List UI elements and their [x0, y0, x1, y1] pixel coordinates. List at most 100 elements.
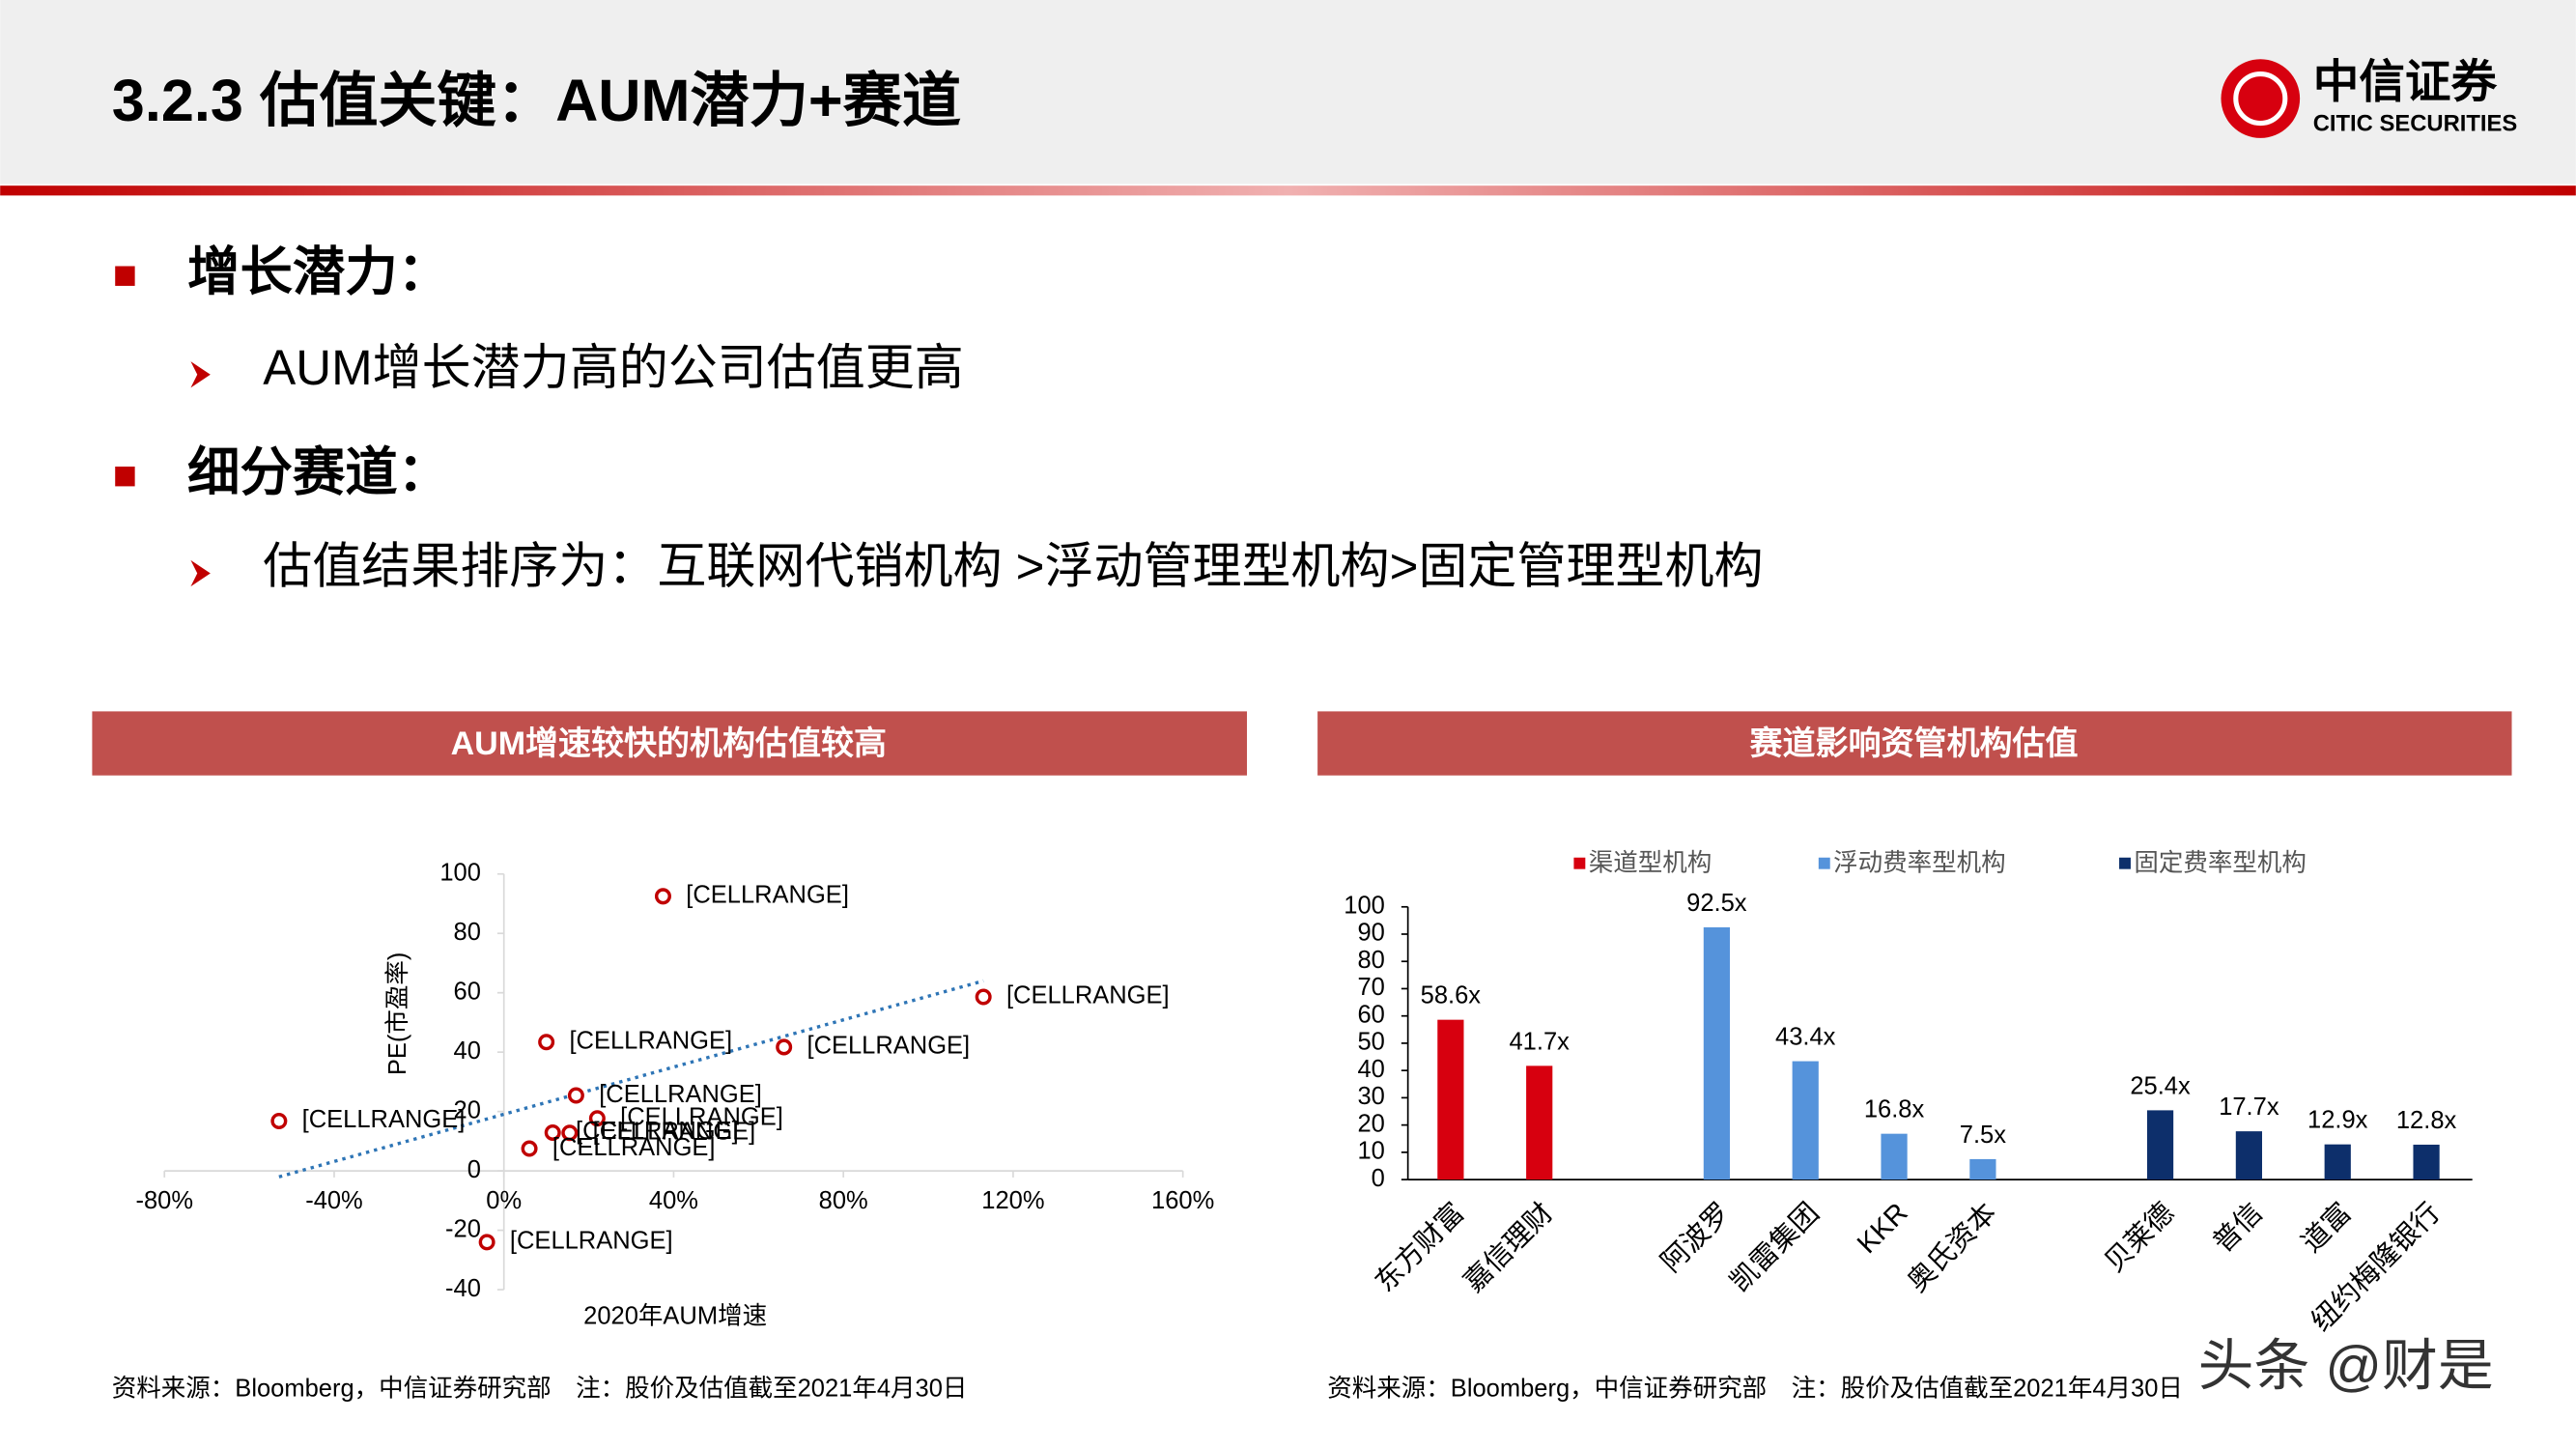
point-label: [CELLRANGE]	[552, 1134, 716, 1161]
x-tick-label: 奥氏资本	[1902, 1197, 2002, 1297]
logo-mark	[2233, 71, 2288, 127]
bullet-text: 增长潜力：	[187, 242, 450, 301]
watermark: 头条 @财是	[2198, 1336, 2494, 1398]
bullet-text: 细分赛道：	[187, 443, 450, 502]
footer-source: 资料来源：Bloomberg，中信证券研究部 注：股价及估值截至2021年4月3…	[1327, 1376, 2183, 1403]
value-label: 92.5x	[1686, 890, 1747, 917]
logo-mark	[2221, 59, 2301, 138]
point-label: [CELLRANGE]	[686, 882, 849, 909]
point	[561, 1124, 579, 1142]
value-label: 25.4x	[2130, 1072, 2191, 1099]
value-label: 41.7x	[1510, 1028, 1571, 1055]
point	[270, 1112, 288, 1129]
chart-title: 赛道影响资管机构估值	[1749, 724, 2078, 762]
x-tick-label: 0%	[486, 1187, 522, 1214]
bar	[2324, 1144, 2351, 1180]
y-tick-label: 20	[1357, 1110, 1384, 1137]
point-label: [CELLRANGE]	[576, 1118, 739, 1145]
y-tick-label: 100	[439, 859, 481, 886]
bar	[1792, 1061, 1819, 1180]
chart-banner	[92, 711, 1247, 776]
value-label: 16.8x	[1864, 1096, 1925, 1123]
point	[538, 1034, 555, 1051]
x-tick-label: 东方财富	[1370, 1197, 1470, 1297]
bullet	[115, 466, 135, 487]
bar	[2146, 1110, 2174, 1180]
y-tick-label: 50	[1357, 1029, 1384, 1056]
sub-text: AUM增长潜力高的公司估值更高	[263, 340, 964, 395]
legend-label: 浮动费率型机构	[1833, 849, 2006, 876]
arrow	[190, 361, 211, 388]
header-rule	[0, 185, 2576, 196]
y-tick-label: 0	[1372, 1165, 1385, 1192]
bar	[1881, 1133, 1908, 1180]
point	[975, 988, 992, 1006]
value-label: 12.8x	[2396, 1107, 2457, 1134]
chart-title: AUM增速较快的机构估值较高	[451, 725, 887, 762]
header-bg	[0, 0, 2576, 185]
x-tick-label: 嘉信理财	[1458, 1197, 1559, 1297]
bar	[1526, 1065, 1553, 1180]
chart-banner	[1317, 711, 2512, 776]
x-tick-label: 普信	[2207, 1197, 2269, 1259]
point-label: [CELLRANGE]	[599, 1081, 762, 1108]
legend-swatch	[1818, 857, 1830, 869]
y-tick-label: 0	[467, 1156, 481, 1183]
point	[776, 1038, 793, 1056]
point	[478, 1234, 495, 1251]
point	[544, 1123, 561, 1141]
x-tick-label: KKR	[1852, 1197, 1914, 1260]
x-tick-label: 160%	[1151, 1187, 1214, 1214]
y-tick-label: 30	[1357, 1083, 1384, 1110]
point	[654, 888, 671, 905]
point-label: [CELLRANGE]	[807, 1033, 970, 1060]
bullet	[115, 266, 135, 286]
x-tick-label: -80%	[135, 1187, 193, 1214]
point	[588, 1110, 606, 1127]
value-label: 43.4x	[1775, 1023, 1836, 1050]
x-axis-title: 2020年AUM增速	[583, 1303, 767, 1330]
y-tick-label: 60	[454, 978, 481, 1005]
value-label: 7.5x	[1960, 1122, 2006, 1149]
y-tick-label: 20	[454, 1096, 481, 1123]
bar	[1437, 1019, 1464, 1180]
legend-label: 渠道型机构	[1589, 849, 1713, 876]
y-tick-label: -40	[445, 1275, 481, 1302]
legend-swatch	[1573, 857, 1586, 869]
y-tick-label: 70	[1357, 974, 1384, 1001]
x-tick-label: 阿波罗	[1656, 1197, 1737, 1278]
legend-label: 固定费率型机构	[2134, 849, 2307, 876]
value-label: 58.6x	[1421, 982, 1482, 1009]
point-label: [CELLRANGE]	[1006, 982, 1170, 1009]
value-label: 12.9x	[2307, 1107, 2368, 1134]
y-tick-label: 60	[1357, 1001, 1384, 1028]
point-label: [CELLRANGE]	[620, 1103, 783, 1130]
bar	[1703, 926, 1730, 1180]
point-label: [CELLRANGE]	[569, 1027, 732, 1054]
legend-swatch	[2119, 857, 2131, 869]
x-tick-label: 道富	[2296, 1197, 2358, 1259]
point-label: [CELLRANGE]	[302, 1106, 466, 1133]
x-tick-label: 80%	[819, 1187, 868, 1214]
y-axis-title: PE(市盈率)	[384, 952, 411, 1076]
x-tick-label: -40%	[305, 1187, 363, 1214]
logo-en: CITIC SECURITIES	[2313, 111, 2518, 137]
point	[521, 1140, 538, 1157]
bar	[2235, 1131, 2263, 1180]
y-tick-label: 10	[1357, 1138, 1384, 1165]
arrow	[190, 559, 211, 587]
point-label: [CELLRANGE]	[593, 1118, 756, 1145]
logo-cn: 中信证券	[2313, 57, 2498, 108]
bar	[2413, 1144, 2440, 1180]
sub-text: 估值结果排序为：互联网代销机构 >浮动管理型机构>固定管理型机构	[263, 539, 1763, 594]
x-tick-label: 120%	[981, 1187, 1044, 1214]
y-tick-label: 90	[1357, 920, 1384, 947]
point	[567, 1087, 584, 1104]
y-tick-label: 80	[454, 919, 481, 946]
value-label: 17.7x	[2219, 1094, 2279, 1121]
y-tick-label: -20	[445, 1215, 481, 1242]
page-title: 3.2.3 估值关键：AUM潜力+赛道	[112, 68, 961, 133]
y-tick-label: 40	[454, 1037, 481, 1065]
trendline	[278, 979, 984, 1179]
